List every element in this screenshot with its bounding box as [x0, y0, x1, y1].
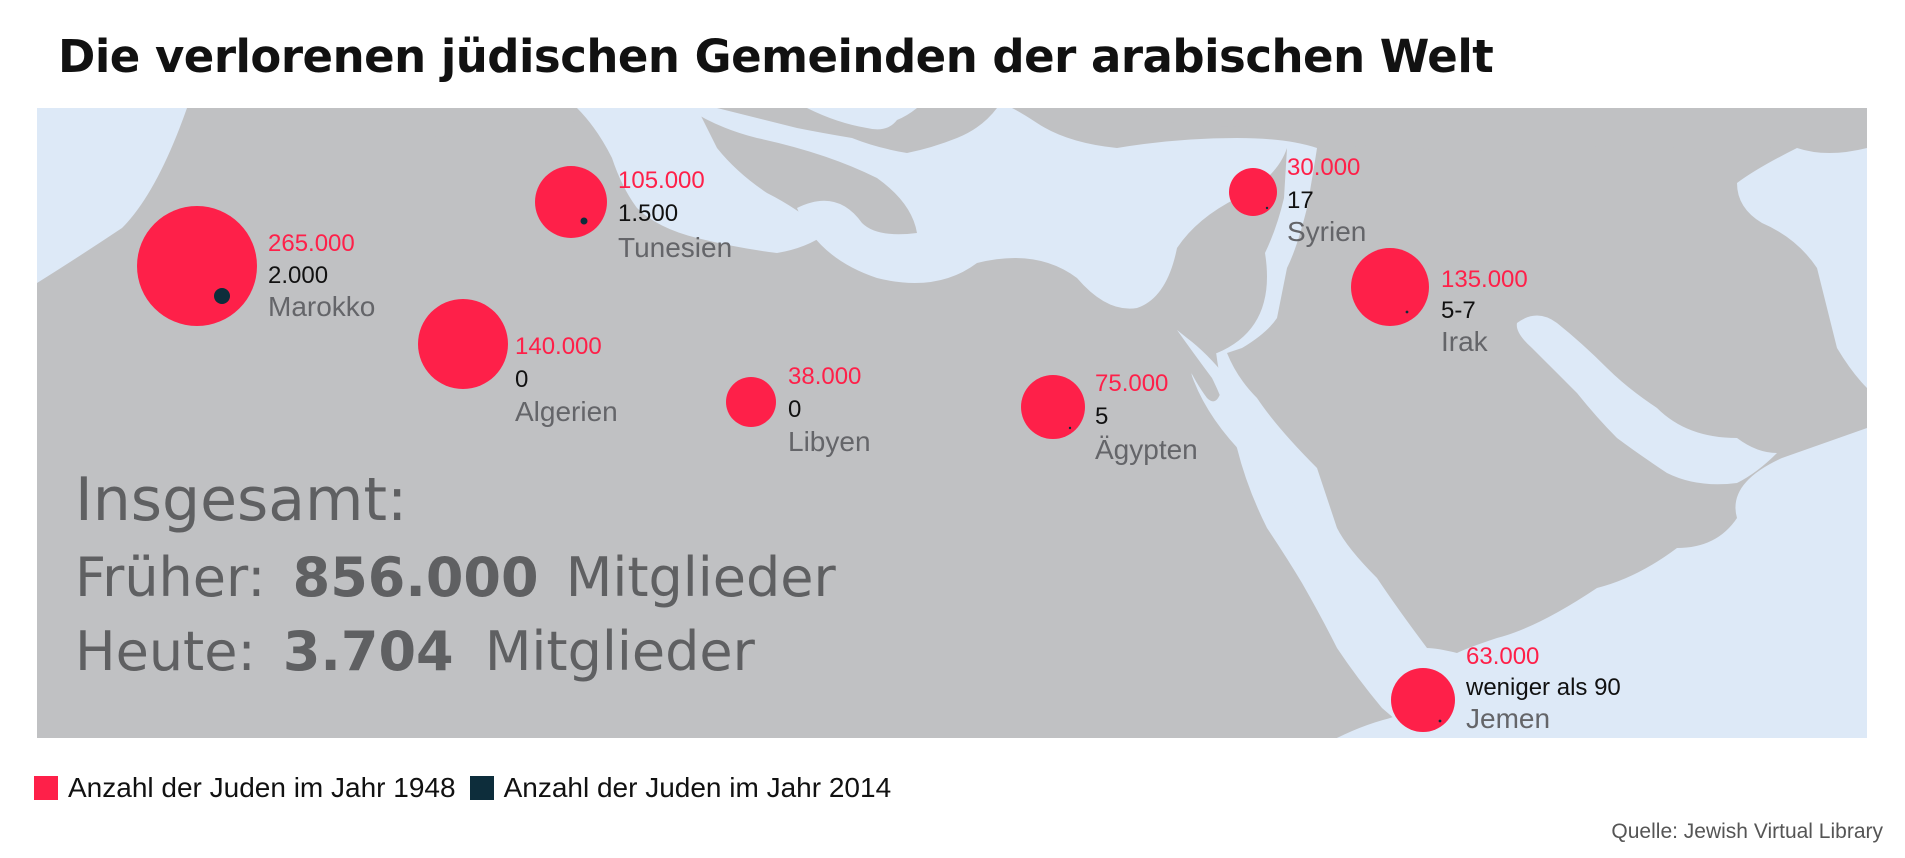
- map-svg: 265.000 2.000 Marokko 140.000 0 Algerien…: [37, 108, 1867, 738]
- summary: Insgesamt: Früher: 856.000 Mitglieder He…: [75, 465, 837, 683]
- summary-before: Früher: 856.000 Mitglieder: [75, 546, 837, 609]
- legend-label-1948: Anzahl der Juden im Jahr 1948: [68, 772, 456, 803]
- label-name-irak: Irak: [1441, 326, 1489, 357]
- label-name-marokko: Marokko: [268, 291, 375, 322]
- label-1948-syrien: 30.000: [1287, 154, 1360, 181]
- legend-item-2014: Anzahl der Juden im Jahr 2014: [469, 772, 892, 804]
- legend-label-2014: Anzahl der Juden im Jahr 2014: [503, 772, 892, 803]
- source-credit: Quelle: Jewish Virtual Library: [1611, 820, 1883, 843]
- land-italy: [717, 108, 997, 153]
- label-2014-irak: 5-7: [1441, 297, 1476, 324]
- gulf-of-sidra: [577, 108, 827, 253]
- summary-heading: Insgesamt:: [75, 465, 407, 535]
- label-name-syrien: Syrien: [1287, 216, 1366, 247]
- label-2014-tunesien: 1.500: [618, 200, 678, 227]
- circle-1948-irak[interactable]: [1351, 248, 1429, 326]
- circle-2014-irak: [1405, 310, 1409, 314]
- label-name-algerien: Algerien: [515, 396, 618, 427]
- label-name-tunesien: Tunesien: [618, 232, 732, 263]
- summary-today: Heute: 3.704 Mitglieder: [75, 620, 756, 683]
- label-2014-marokko: 2.000: [268, 262, 328, 289]
- legend: Anzahl der Juden im Jahr 1948 Anzahl der…: [34, 772, 905, 804]
- circle-1948-syrien[interactable]: [1229, 168, 1277, 216]
- land-turkey: [1117, 108, 1867, 155]
- land-middle-east: [1012, 108, 1867, 653]
- legend-swatch-2014: [469, 776, 494, 800]
- label-name-aegypten: Ägypten: [1095, 434, 1198, 465]
- circle-1948-aegypten[interactable]: [1021, 375, 1085, 439]
- map: 265.000 2.000 Marokko 140.000 0 Algerien…: [37, 108, 1867, 738]
- label-2014-algerien: 0: [515, 366, 528, 393]
- circle-1948-algerien[interactable]: [418, 299, 508, 389]
- summary-before-unit: Mitglieder: [566, 546, 837, 609]
- label-1948-marokko: 265.000: [268, 230, 355, 257]
- label-name-libyen: Libyen: [788, 426, 871, 457]
- label-1948-jemen: 63.000: [1466, 643, 1539, 670]
- label-2014-libyen: 0: [788, 396, 801, 423]
- summary-today-label: Heute:: [75, 620, 256, 683]
- summary-before-value: 856.000: [293, 546, 539, 609]
- circle-2014-tunesien: [580, 217, 588, 225]
- country-labels: 265.000 2.000 Marokko 140.000 0 Algerien…: [268, 154, 1621, 734]
- circle-2014-marokko: [214, 288, 230, 304]
- circle-1948-libyen[interactable]: [726, 377, 776, 427]
- land-sinai: [1167, 328, 1222, 402]
- label-1948-irak: 135.000: [1441, 266, 1528, 293]
- label-1948-algerien: 140.000: [515, 333, 602, 360]
- circles: [137, 166, 1455, 732]
- summary-today-value: 3.704: [283, 620, 454, 683]
- label-1948-libyen: 38.000: [788, 363, 861, 390]
- red-sea: [1177, 330, 1432, 738]
- label-2014-syrien: 17: [1287, 187, 1314, 214]
- label-2014-aegypten: 5: [1095, 403, 1108, 430]
- summary-before-label: Früher:: [75, 546, 265, 609]
- circle-2014-jemen: [1438, 719, 1442, 723]
- circle-2014-syrien: [1265, 206, 1269, 210]
- land-europe-west: [247, 108, 677, 137]
- land-masses: [37, 108, 1867, 738]
- label-1948-tunesien: 105.000: [618, 167, 705, 194]
- persian-gulf: [1516, 315, 1777, 485]
- label-name-jemen: Jemen: [1466, 703, 1550, 734]
- circle-1948-jemen[interactable]: [1391, 668, 1455, 732]
- legend-item-1948: Anzahl der Juden im Jahr 1948: [34, 772, 456, 804]
- circle-1948-marokko[interactable]: [137, 206, 257, 326]
- page-title: Die verlorenen jüdischen Gemeinden der a…: [58, 30, 1494, 83]
- legend-swatch-1948: [34, 776, 58, 800]
- circle-1948-tunesien[interactable]: [535, 166, 607, 238]
- circle-2014-aegypten: [1068, 426, 1072, 430]
- land-africa: [37, 108, 1417, 738]
- label-2014-jemen: weniger als 90: [1465, 674, 1621, 701]
- summary-today-unit: Mitglieder: [485, 620, 756, 683]
- label-1948-aegypten: 75.000: [1095, 370, 1168, 397]
